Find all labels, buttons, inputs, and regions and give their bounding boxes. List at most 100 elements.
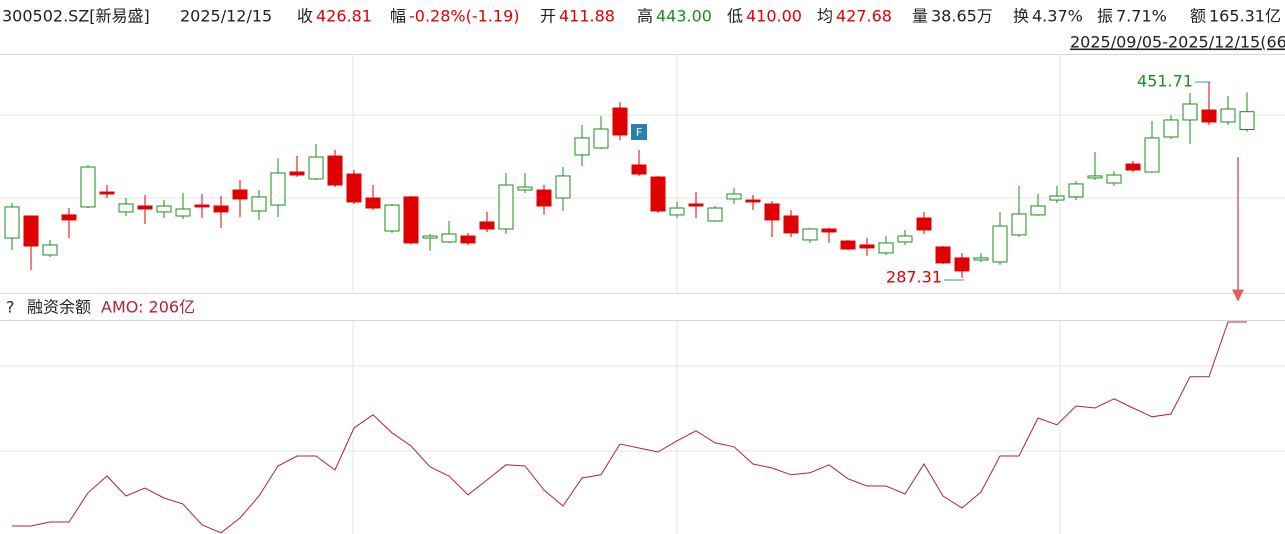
candle-body	[156, 205, 172, 213]
candle-body	[840, 240, 856, 250]
candle-body	[327, 155, 343, 186]
candle-body	[1068, 183, 1084, 198]
candle-body	[232, 189, 248, 200]
header-value: 165.31亿	[1209, 7, 1281, 26]
candle-body	[384, 204, 400, 232]
candle-body	[783, 215, 799, 234]
candle-body	[707, 207, 723, 222]
header-label: 低	[727, 7, 743, 26]
grid	[0, 55, 1285, 534]
candle-body	[745, 199, 761, 203]
candle-body	[460, 235, 476, 244]
header-label: 换	[1013, 7, 1029, 26]
candle-body	[517, 186, 533, 191]
candle-body	[308, 156, 324, 180]
header-value: 427.68	[836, 7, 892, 26]
candle-body	[669, 207, 685, 216]
help-icon[interactable]: ?	[6, 298, 15, 317]
candle-body	[346, 173, 362, 203]
candle-body	[726, 193, 742, 200]
header-label: 开	[540, 7, 556, 26]
header-value: -0.28%(-1.19)	[409, 7, 519, 26]
header-label: 额	[1190, 7, 1206, 26]
candle-body	[194, 204, 210, 208]
candle-body	[650, 176, 666, 212]
candle-body	[802, 228, 818, 241]
candle-body	[365, 197, 381, 209]
date-range: 2025/09/05-2025/12/15(66	[1070, 33, 1285, 52]
candle-body	[251, 196, 267, 212]
header-value: 410.00	[746, 7, 802, 26]
candle-body	[821, 228, 837, 233]
max-label: 451.71	[1137, 72, 1193, 91]
candle-body	[1049, 195, 1065, 201]
date: 2025/12/15	[180, 7, 272, 26]
candle-body	[1011, 213, 1027, 236]
event-marker	[631, 124, 647, 140]
amo-line	[12, 321, 1247, 534]
candle-body	[593, 128, 609, 149]
header-label: 量	[912, 7, 928, 26]
header-label: 幅	[390, 7, 406, 26]
header-value: 411.88	[559, 7, 615, 26]
candle-body	[574, 137, 590, 156]
candle-body	[99, 191, 115, 195]
header-label: 振	[1097, 7, 1113, 26]
candle-body	[441, 233, 457, 243]
candle-body	[631, 164, 647, 175]
candle-body	[897, 235, 913, 243]
candle-body	[118, 203, 134, 213]
candle-body	[1201, 109, 1217, 123]
indicator-title: 融资余额	[27, 298, 91, 317]
candle-body	[992, 225, 1008, 263]
candle-body	[1182, 103, 1198, 121]
event-marker-text: F	[636, 126, 642, 139]
candle-body	[688, 203, 704, 207]
amo-label: AMO: 206亿	[101, 298, 195, 317]
candle-body	[270, 172, 286, 206]
candle-body	[1106, 174, 1122, 184]
header-value: 4.37%	[1032, 7, 1083, 26]
candle-body	[1163, 119, 1179, 138]
candle-body	[878, 242, 894, 254]
stock-code: 300502.SZ[新易盛]	[2, 7, 150, 26]
candle-body	[555, 175, 571, 199]
candle-body	[1239, 111, 1255, 131]
candle-body	[1220, 108, 1236, 123]
candle-body	[973, 257, 989, 261]
candle-body	[1030, 205, 1046, 216]
header-label: 收	[297, 7, 313, 26]
candle-body	[935, 246, 951, 264]
candle-body	[1144, 137, 1160, 173]
min-label: 287.31	[886, 267, 942, 286]
header-value: 426.81	[316, 7, 372, 26]
candle-body	[289, 171, 305, 176]
candle-body	[422, 235, 438, 239]
candle-body	[213, 205, 229, 213]
candle-body	[61, 214, 77, 221]
header-value: 7.71%	[1116, 7, 1167, 26]
candle-body	[403, 196, 419, 244]
candle-body	[175, 208, 191, 217]
header-label: 均	[817, 7, 833, 26]
candle-body	[498, 184, 514, 230]
header-value: 38.65万	[931, 7, 993, 26]
header-label: 高	[637, 7, 653, 26]
candle-body	[1087, 175, 1103, 179]
candle-body	[137, 205, 153, 210]
candle-body	[479, 221, 495, 230]
header-value: 443.00	[656, 7, 712, 26]
candle-body	[916, 217, 932, 231]
candle-body	[4, 206, 20, 239]
candle-body	[80, 166, 96, 208]
candle-body	[612, 107, 628, 136]
candle-body	[536, 189, 552, 207]
candle-body	[954, 257, 970, 272]
candle-body	[764, 203, 780, 221]
candle-body	[23, 215, 39, 247]
candle-body	[42, 244, 58, 256]
candle-body	[1125, 163, 1141, 171]
candle-body	[859, 244, 875, 249]
